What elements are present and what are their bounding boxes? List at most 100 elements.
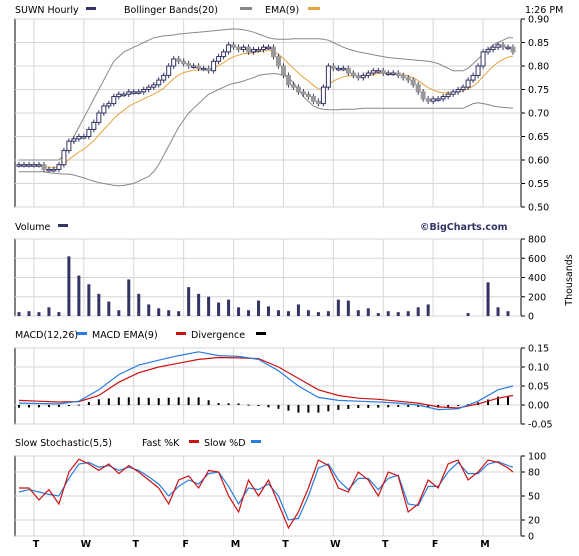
candle-body [16,164,22,167]
macd-divergence-bar [447,405,450,407]
candle-body [176,58,182,62]
candle-body [335,67,341,71]
candle-body [460,86,466,91]
stoch-y-tick-label: 0 [528,532,534,543]
candle-body [355,74,361,79]
candle-body [256,49,262,52]
volume-bar [117,310,121,316]
candle-body [136,91,142,94]
legend-divergence-swatch [256,332,266,335]
candle-body [455,89,461,93]
macd-divergence-bar [277,405,280,409]
candle-body [166,65,172,76]
x-tick-label: T [33,539,40,550]
volume-bar [87,284,91,316]
volume-title-swatch [58,224,68,227]
candle-body [56,164,62,170]
volume-bar [386,311,390,316]
candle-body [505,46,511,50]
candle-body [76,136,82,140]
candle-body [121,93,127,97]
candle-body [21,164,27,167]
legend-macd-ema: MACD EMA(9) [92,330,158,341]
volume-bar [266,306,270,316]
candle-body [415,84,421,93]
macd-divergence-bar [347,405,350,409]
macd-divergence-bar [457,405,460,406]
volume-bar [426,304,430,316]
volume-bar [257,300,261,316]
stoch-y-tick-label: 20 [528,516,540,527]
candle-body [270,46,276,58]
volume-bar [406,311,410,316]
candle-body [465,79,471,88]
macd-divergence-bar [157,398,160,405]
candle-body [490,46,496,51]
macd-divergence-bar [187,397,190,405]
macd-divergence-bar [317,405,320,413]
candle-body [290,84,296,88]
legend-bollinger: Bollinger Bands(20) [124,5,218,16]
legend-ema-swatch [308,7,320,10]
volume-bar [217,302,221,316]
macd-divergence-bar [167,397,170,405]
macd-divergence-bar [67,405,70,406]
candle-body [310,96,316,102]
stoch-panel-title: Slow Stochastic(5,5) [15,438,112,449]
legend-fast-k: Fast %K [142,438,180,449]
macd-divergence-bar [217,403,220,405]
volume-bar [77,275,81,316]
candle-body [96,112,102,123]
macd-divergence-bar [137,397,140,405]
macd-divergence-bar [227,403,230,405]
volume-bar [157,308,161,316]
candle-body [440,96,446,100]
volume-y-tick-label: 200 [528,292,546,303]
candle-body [400,74,406,79]
volume-bar [147,304,151,316]
watermark: ©BigCharts.com [420,222,508,233]
volume-y-tick-label: 800 [528,235,546,246]
candle-body [86,128,92,137]
candle-body [161,74,167,81]
volume-y-tick-label: 600 [528,254,546,265]
x-tick-label: T [132,539,139,550]
candle-body [365,72,371,76]
candle-body [106,103,112,107]
candle-body [246,46,252,53]
volume-bar [197,293,201,316]
candle-body [151,84,157,88]
macd-divergence-bar [47,405,50,408]
volume-bar [187,287,191,316]
candle-body [156,79,162,86]
candle-body [141,89,147,93]
candle-body [91,121,97,130]
candle-body [131,91,137,94]
bollinger-upper-line [19,28,513,161]
candle-body [340,67,346,71]
candle-body [450,91,456,95]
macd-divergence-bar [407,405,410,407]
macd-divergence-bar [507,395,510,405]
candle-body [196,65,202,69]
macd-divergence-bar [377,405,380,408]
candle-body [420,91,426,100]
macd-panel-title: MACD(12,26) [15,330,78,341]
price-y-tick-label: 0.80 [528,62,549,73]
candle-body [275,56,281,67]
macd-divergence-bar [337,405,340,410]
price-y-tick-label: 0.70 [528,109,549,120]
volume-bar [416,307,420,316]
x-tick-label: M [231,539,240,550]
fast-k-line [19,458,514,530]
candle-body [315,100,321,105]
candle-body [251,49,257,53]
candle-body [385,72,391,76]
macd-divergence-bar [207,400,210,405]
time-label: 1:26 PM [525,5,563,16]
macd-divergence-bar [327,405,330,412]
volume-bar [67,256,71,316]
candle-body [375,70,381,73]
volume-bar [376,313,380,316]
